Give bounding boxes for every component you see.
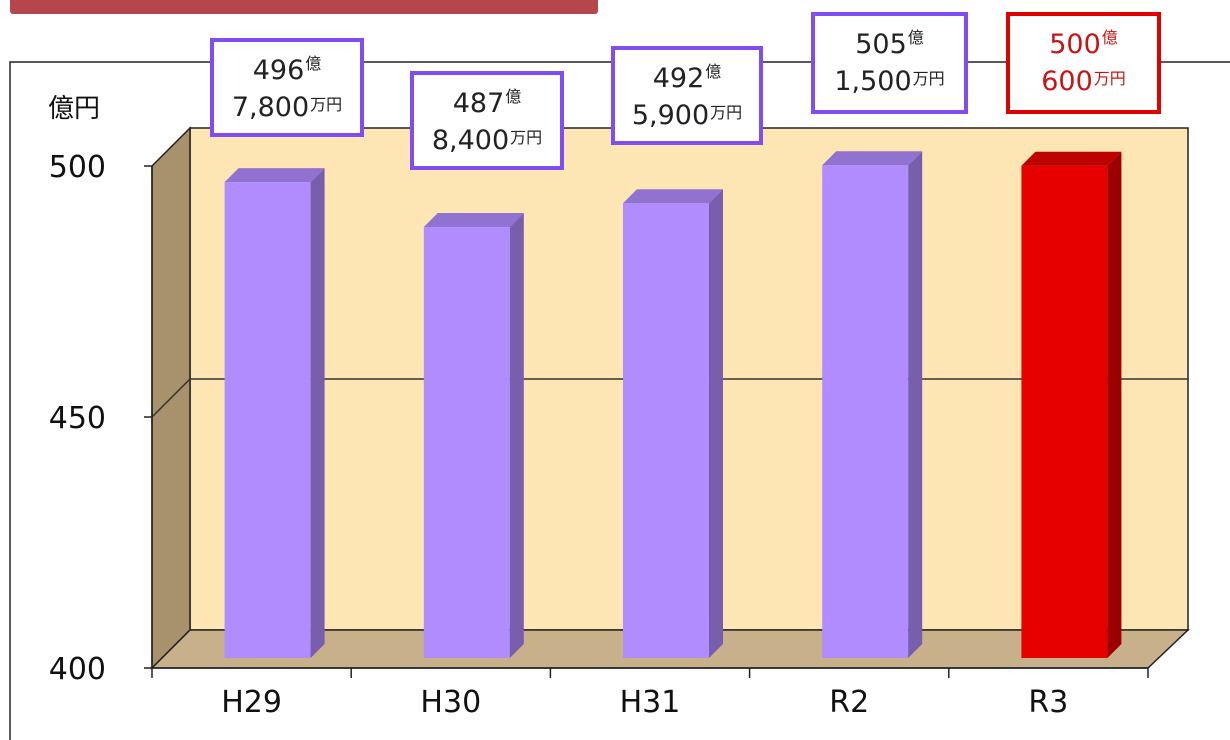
callout-man-unit: 万円 (510, 128, 543, 147)
callout-oku-value: 492 (652, 63, 705, 94)
bar-side-r3 (1107, 151, 1122, 659)
y-tick-label-400: 400 (49, 652, 106, 687)
bar-h31 (623, 203, 709, 659)
bar-r3 (1021, 165, 1108, 659)
bar-top-r3 (1021, 151, 1122, 166)
callout-man-line: 5,900万円 (615, 102, 759, 129)
x-tick-label-h31: H31 (620, 685, 681, 720)
bar-side-r2 (908, 151, 923, 658)
callout-oku-line: 505億 (815, 28, 964, 60)
callout-man-value: 7,800 (231, 92, 310, 123)
callout-h30: 487億 8,400万円 (410, 71, 564, 170)
bar-h29 (224, 182, 311, 658)
header-band (10, 0, 598, 14)
callout-man-value: 1,500 (834, 66, 912, 97)
x-tick-label-h30: H30 (420, 685, 481, 720)
callout-oku-value: 487 (452, 88, 505, 119)
callout-man-unit: 万円 (310, 95, 343, 114)
x-tick-label-r3: R3 (1028, 685, 1068, 720)
bar-h30 (423, 227, 510, 658)
y-tick-label-500: 500 (49, 150, 106, 185)
callout-r2: 505億 1,500万円 (811, 12, 968, 114)
callout-oku-unit: 億 (305, 54, 322, 73)
x-tick-label-h29: H29 (221, 685, 282, 720)
callout-man-line: 600万円 (1010, 68, 1157, 95)
bar-side-h30 (509, 213, 524, 658)
bar-side-h29 (310, 168, 325, 658)
callout-oku-line: 500億 (1010, 28, 1157, 60)
bar-top-h30 (423, 213, 524, 228)
bar-r2 (822, 165, 909, 658)
callout-man-value: 600 (1041, 66, 1093, 97)
callout-oku-value: 505 (855, 29, 907, 60)
callout-oku-unit: 億 (907, 28, 924, 47)
bar-top-h29 (224, 168, 325, 183)
callout-oku-unit: 億 (505, 87, 522, 106)
callout-man-line: 8,400万円 (414, 127, 560, 154)
y-tick-label-450: 450 (49, 401, 106, 436)
bar-top-h31 (623, 189, 723, 204)
y-axis-unit-label: 億円 (48, 94, 101, 124)
callout-oku-unit: 億 (705, 62, 722, 81)
bar-top-r2 (822, 151, 923, 166)
callout-h29: 496億 7,800万円 (210, 38, 364, 137)
callout-man-unit: 万円 (710, 103, 743, 122)
callout-man-line: 7,800万円 (214, 94, 360, 121)
callout-r3: 500億 600万円 (1006, 12, 1161, 114)
callout-man-unit: 万円 (912, 69, 945, 88)
callout-oku-line: 487億 (414, 87, 560, 119)
callout-man-line: 1,500万円 (815, 68, 964, 95)
callout-oku-line: 492億 (615, 62, 759, 94)
bar-side-h31 (709, 189, 723, 659)
x-tick-label-r2: R2 (829, 685, 869, 720)
callout-oku-line: 496億 (214, 54, 360, 86)
callout-man-unit: 万円 (1093, 69, 1126, 88)
callout-man-value: 8,400 (431, 125, 510, 156)
callout-oku-value: 496 (252, 55, 305, 86)
callout-man-value: 5,900 (631, 100, 710, 131)
callout-oku-unit: 億 (1101, 28, 1118, 47)
callout-oku-value: 500 (1049, 29, 1101, 60)
callout-h31: 492億 5,900万円 (611, 46, 763, 145)
